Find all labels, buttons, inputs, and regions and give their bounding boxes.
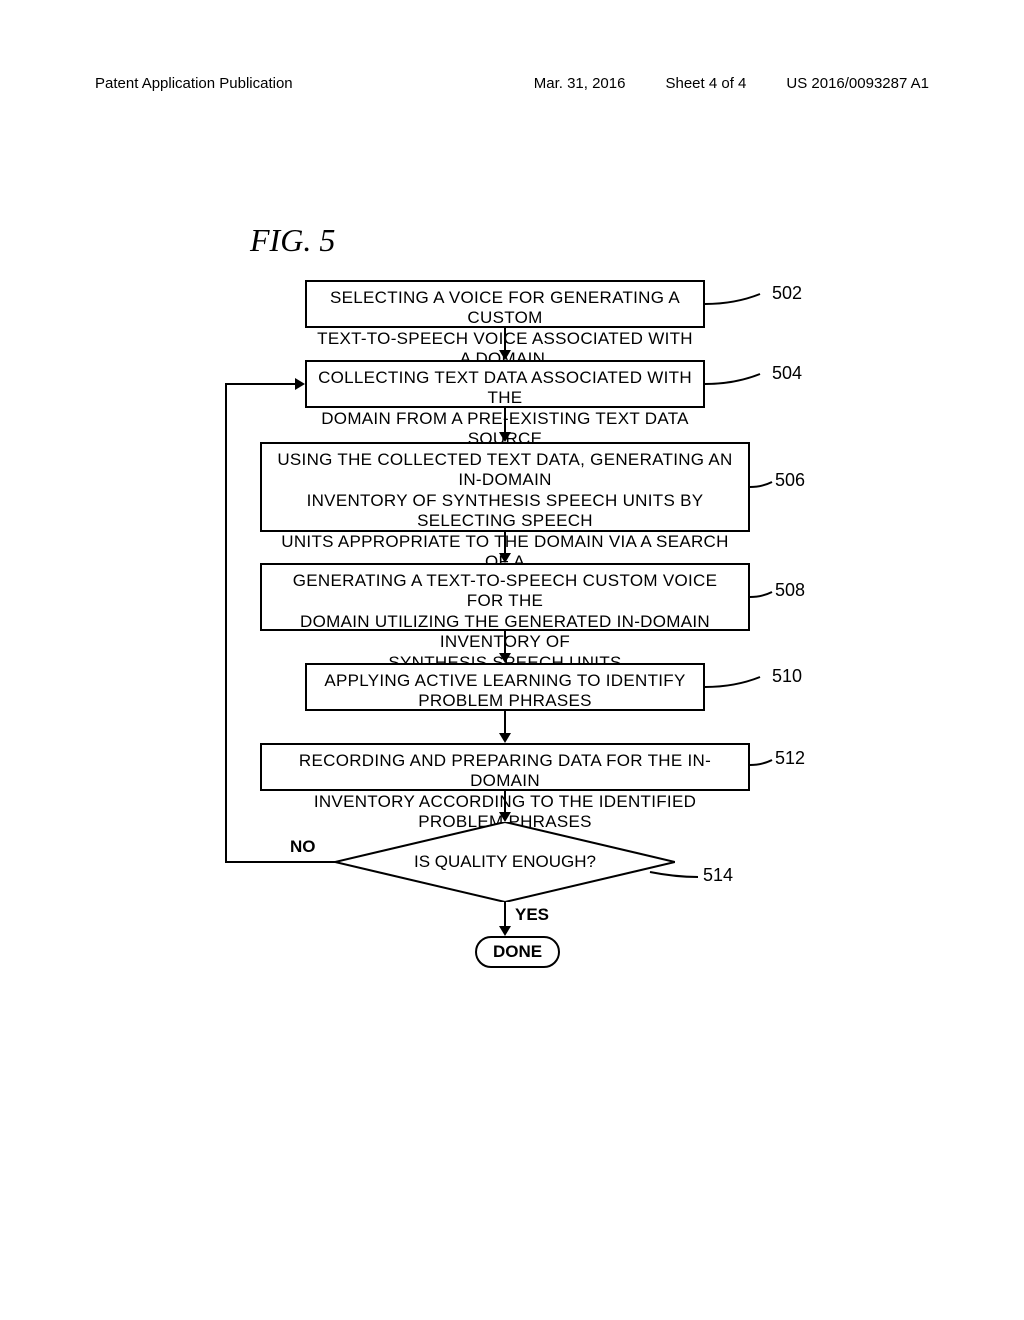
header-sheet: Sheet 4 of 4 — [665, 75, 746, 92]
arrowhead-508-510 — [499, 653, 511, 663]
label-510: 510 — [772, 666, 802, 687]
callout-502 — [705, 292, 770, 317]
label-506: 506 — [775, 470, 805, 491]
label-502: 502 — [772, 283, 802, 304]
box-510-text: APPLYING ACTIVE LEARNING TO IDENTIFYPROB… — [324, 671, 685, 710]
arrow-512-514 — [504, 791, 506, 812]
callout-514 — [650, 870, 705, 895]
no-label: NO — [290, 837, 316, 857]
page-header: Patent Application Publication Mar. 31, … — [0, 75, 1024, 92]
box-506: USING THE COLLECTED TEXT DATA, GENERATIN… — [260, 442, 750, 532]
label-504: 504 — [772, 363, 802, 384]
yes-label: YES — [515, 905, 549, 925]
header-date: Mar. 31, 2016 — [534, 75, 626, 92]
arrowhead-506-508 — [499, 553, 511, 563]
done-box: DONE — [475, 936, 560, 968]
header-right: Mar. 31, 2016 Sheet 4 of 4 US 2016/00932… — [534, 75, 929, 92]
arrow-508-510 — [504, 631, 506, 653]
callout-510 — [705, 675, 770, 700]
label-514: 514 — [703, 865, 733, 886]
arrow-506-508 — [504, 532, 506, 553]
box-502: SELECTING A VOICE FOR GENERATING A CUSTO… — [305, 280, 705, 328]
arrowhead-yes — [499, 926, 511, 936]
figure-title: FIG. 5 — [250, 222, 335, 259]
header-left: Patent Application Publication — [95, 75, 293, 92]
done-text: DONE — [493, 942, 542, 961]
arrowhead-no — [295, 378, 305, 390]
box-510: APPLYING ACTIVE LEARNING TO IDENTIFYPROB… — [305, 663, 705, 711]
arrow-510-512 — [504, 711, 506, 733]
diamond-514-text: IS QUALITY ENOUGH? — [335, 852, 675, 872]
diamond-514: IS QUALITY ENOUGH? — [335, 822, 675, 902]
box-512: RECORDING AND PREPARING DATA FOR THE IN-… — [260, 743, 750, 791]
box-504: COLLECTING TEXT DATA ASSOCIATED WITH THE… — [305, 360, 705, 408]
arrow-504-506 — [504, 408, 506, 432]
arrowhead-502-504 — [499, 350, 511, 360]
arrow-502-504 — [504, 328, 506, 350]
no-line-h — [225, 861, 335, 863]
label-508: 508 — [775, 580, 805, 601]
arrowhead-510-512 — [499, 733, 511, 743]
box-508: GENERATING A TEXT-TO-SPEECH CUSTOM VOICE… — [260, 563, 750, 631]
arrowhead-512-514 — [499, 812, 511, 822]
arrowhead-504-506 — [499, 432, 511, 442]
callout-504 — [705, 372, 770, 397]
yes-line — [504, 902, 506, 926]
label-512: 512 — [775, 748, 805, 769]
no-line-v — [225, 384, 227, 863]
no-line-h2 — [225, 383, 295, 385]
header-docnum: US 2016/0093287 A1 — [786, 75, 929, 92]
